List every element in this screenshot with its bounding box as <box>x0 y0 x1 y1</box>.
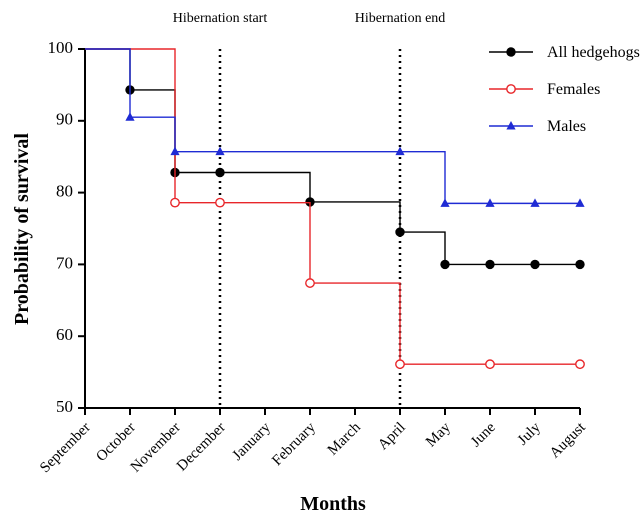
series-point <box>575 259 585 270</box>
axes <box>84 49 580 409</box>
series-point <box>530 259 540 270</box>
x-tick-label: March <box>325 419 364 458</box>
legend-label: Males <box>547 118 586 135</box>
series-point <box>215 167 225 178</box>
series-point <box>440 259 450 270</box>
series-point <box>575 359 585 370</box>
legend: All hedgehogs Females Males <box>489 44 640 135</box>
x-tick-label: August <box>547 419 590 462</box>
series-1 <box>85 48 585 370</box>
legend-item: Males <box>489 118 586 135</box>
legend-marker <box>506 84 516 94</box>
series-0 <box>85 48 585 270</box>
hibernation-label: Hibernation start <box>173 11 268 26</box>
x-tick-label: April <box>375 420 409 454</box>
x-tick-label: November <box>128 420 184 476</box>
series-point <box>305 278 315 288</box>
series-layer <box>85 48 585 370</box>
series-point <box>215 197 225 208</box>
series-2 <box>85 48 585 207</box>
x-tick-label: December <box>174 420 229 475</box>
legend-item: All hedgehogs <box>489 44 640 61</box>
hibernation-annotations: Hibernation start Hibernation end <box>173 11 446 26</box>
x-tick-label: July <box>515 419 544 448</box>
x-tick-label: October <box>93 420 138 465</box>
series-point <box>170 146 180 156</box>
legend-marker <box>506 121 516 130</box>
y-tick-label: 50 <box>56 397 73 416</box>
x-tick-label: February <box>269 419 319 469</box>
series-point <box>395 359 405 370</box>
series-point <box>530 198 540 207</box>
series-line <box>85 48 580 266</box>
x-tick-label: May <box>423 419 454 450</box>
series-point <box>485 259 495 270</box>
hibernation-label: Hibernation end <box>355 11 446 26</box>
x-tick-label: June <box>468 419 499 450</box>
series-point <box>485 198 495 207</box>
series-point <box>395 227 405 237</box>
y-tick-label: 70 <box>56 253 73 272</box>
legend-label: Females <box>547 81 600 98</box>
x-axis-title: Months <box>300 493 366 515</box>
x-tick-label: September <box>37 420 94 477</box>
y-tick-label: 100 <box>48 38 74 57</box>
series-point <box>395 146 405 156</box>
y-tick-label: 60 <box>56 325 73 344</box>
y-tick-label: 90 <box>56 110 73 129</box>
series-point <box>575 198 585 207</box>
legend-marker <box>506 47 516 57</box>
series-point <box>440 198 450 207</box>
y-tick-label: 80 <box>56 182 73 201</box>
legend-label: All hedgehogs <box>547 44 640 61</box>
y-ticks: 50 60 70 80 90 100 <box>48 38 85 416</box>
series-point <box>125 112 135 121</box>
y-axis-title: Probability of survival <box>11 133 33 325</box>
legend-item: Females <box>489 81 600 98</box>
series-point <box>485 359 495 370</box>
series-line <box>85 48 580 205</box>
series-line <box>85 48 580 365</box>
series-point <box>170 197 180 208</box>
series-point <box>215 146 225 156</box>
x-tick-label: January <box>230 419 275 464</box>
